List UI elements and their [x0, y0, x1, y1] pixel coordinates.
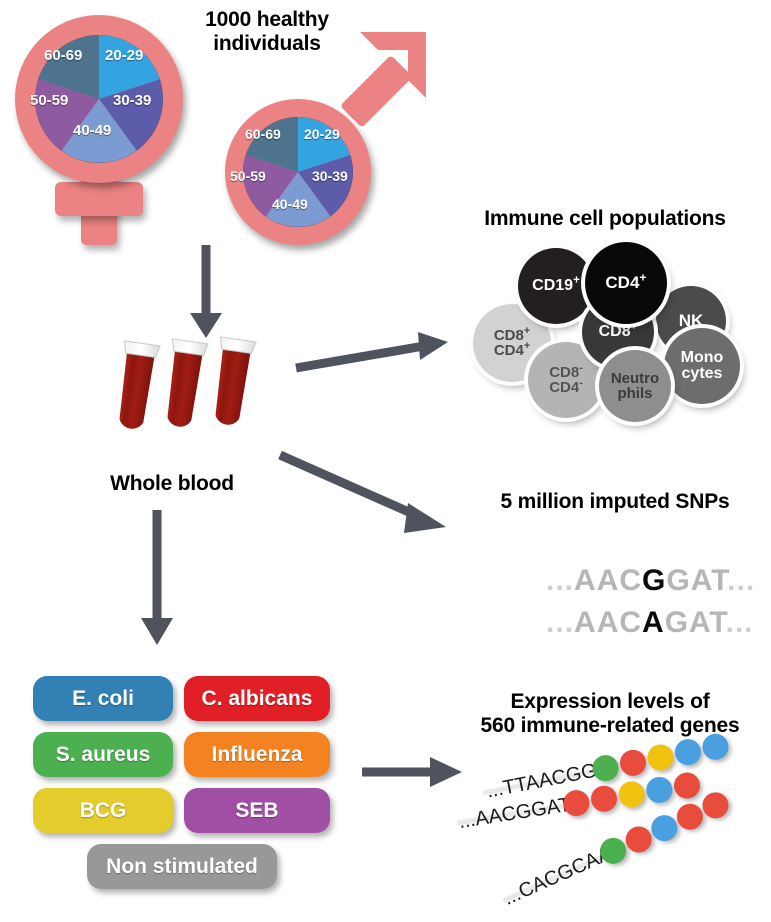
stimulus-influenza[interactable]: Influenza — [184, 732, 330, 777]
male-arrow-head — [360, 32, 426, 98]
male-slice-label-20-29: 20-29 — [304, 126, 340, 142]
snps-title: 5 million imputed SNPs — [500, 490, 730, 513]
pie-slice-50-59 — [35, 79, 99, 151]
expression-strands-group: ...TTAACGG ...AACGGAT ...CACGCAA — [455, 731, 771, 910]
snp-right-flank: GAT — [666, 564, 728, 597]
stimulus-e-coli[interactable]: E. coli — [33, 676, 173, 721]
pie-slice-40-49 — [61, 99, 137, 163]
arrow-cohort-to-blood — [186, 245, 226, 340]
male-slice-label-50-59: 50-59 — [230, 168, 266, 184]
pie-slice-60-69 — [245, 117, 298, 172]
stimulus-seb[interactable]: SEB — [184, 788, 330, 833]
immune-cell-label: CD4+ — [605, 270, 647, 293]
strand-bead — [616, 779, 647, 810]
female-stem-horizontal — [55, 182, 143, 216]
male-slice-label-60-69: 60-69 — [245, 126, 281, 142]
arrow-blood-to-immune — [295, 332, 456, 382]
snp-suffix: ... — [725, 606, 754, 639]
snp-right-flank: GAT — [664, 606, 726, 639]
pie-slice-20-29 — [298, 117, 351, 172]
immune-cell-label: NK — [678, 311, 704, 331]
female-slice-label-50-59: 50-59 — [30, 92, 69, 109]
stimulus-s-aureus[interactable]: S. aureus — [33, 732, 173, 777]
strand-bead — [672, 736, 704, 768]
strand-sequence: ...CACGCAA — [500, 842, 615, 910]
male-age-pie — [243, 117, 353, 227]
immune-cell-cluster: CD8+ CD4+ CD19+ CD4+ NK CD8+ — [470, 242, 755, 432]
pie-slice-50-59 — [243, 155, 298, 217]
male-pie-svg — [243, 117, 353, 227]
expression-title-line2: 560 immune-related genes — [480, 713, 740, 737]
expression-title-line1: Expression levels of — [510, 690, 710, 713]
male-slice-label-40-49: 40-49 — [272, 196, 308, 212]
immune-cell-neutrophils: Neutro phils — [599, 350, 671, 422]
immune-cell-cd4pos: CD4+ — [585, 242, 667, 324]
arrow-blood-to-stimuli — [137, 510, 177, 650]
immune-cell-label: CD8+ CD4+ — [493, 324, 531, 359]
strand-bead — [617, 747, 649, 779]
pie-slice-30-39 — [99, 79, 163, 151]
arrow-stimuli-to-expression — [362, 755, 467, 789]
immune-populations-title: Immune cell populations — [484, 207, 726, 230]
immune-cell-label: Mono cytes — [680, 348, 724, 382]
snp-sequence-top: ...AACGGAT... — [490, 530, 755, 632]
blood-tube — [215, 336, 257, 425]
stimulus-c-albicans[interactable]: C. albicans — [184, 676, 330, 721]
immune-cell-label: CD8- CD4- — [549, 361, 583, 396]
cohort-title: 1000 healthy individuals — [205, 8, 329, 55]
stimuli-panel: E. coli C. albicans S. aureus Influenza … — [33, 676, 333, 889]
immune-cell-cd19pos: CD19+ — [518, 248, 594, 324]
immune-cell-label: CD19+ — [532, 274, 580, 294]
immune-cell-label: Neutro phils — [610, 369, 660, 402]
strand-bead — [672, 770, 702, 801]
blood-tube — [167, 338, 209, 427]
snp-prefix: ... — [546, 564, 575, 597]
immune-cell-monocytes: Mono cytes — [664, 328, 740, 404]
snp-sequence-block: ...AACGGAT... ...AACAGAT... — [490, 530, 754, 639]
pie-slice-20-29 — [99, 35, 160, 99]
whole-blood-label: Whole blood — [110, 472, 234, 495]
male-arrow-shaft — [341, 56, 412, 127]
stimulus-non-stimulated[interactable]: Non stimulated — [87, 844, 277, 889]
strand-bead — [644, 775, 675, 805]
snp-sequence-bottom: ...AACAGAT... — [490, 572, 754, 674]
snp-variant-allele: A — [642, 606, 665, 639]
blood-tubes-group — [110, 335, 300, 445]
female-pie-svg — [35, 35, 163, 163]
snp-suffix: ... — [727, 564, 756, 597]
snp-left-flank: AAC — [574, 606, 643, 639]
snp-left-flank: AAC — [574, 564, 643, 597]
blood-tubes-svg — [119, 336, 257, 429]
male-arrow — [341, 32, 426, 127]
strand-bead — [645, 742, 676, 773]
arrow-blood-to-snps — [278, 450, 455, 545]
snp-variant-allele: G — [642, 564, 667, 597]
pie-slice-40-49 — [265, 172, 331, 227]
pie-slice-60-69 — [38, 35, 99, 99]
female-slice-label-20-29: 20-29 — [105, 47, 144, 64]
snp-prefix: ... — [546, 606, 575, 639]
strand-sequence: ...AACGGAT — [457, 793, 573, 834]
female-slice-label-40-49: 40-49 — [73, 122, 112, 139]
immune-cell-cd8neg-cd4neg: CD8- CD4- — [528, 342, 604, 418]
male-slice-label-30-39: 30-39 — [312, 168, 348, 184]
pie-slice-30-39 — [298, 155, 353, 217]
expression-title: Expression levels of 560 immune-related … — [455, 690, 765, 737]
female-slice-label-60-69: 60-69 — [44, 47, 83, 64]
stimulus-bcg[interactable]: BCG — [33, 788, 173, 833]
strand-bead — [700, 731, 731, 763]
female-slice-label-30-39: 30-39 — [113, 92, 152, 109]
immune-cell-label: CD8+ — [598, 320, 638, 340]
blood-tube — [119, 340, 161, 429]
strand-bead — [589, 783, 619, 814]
female-age-pie — [35, 35, 163, 163]
